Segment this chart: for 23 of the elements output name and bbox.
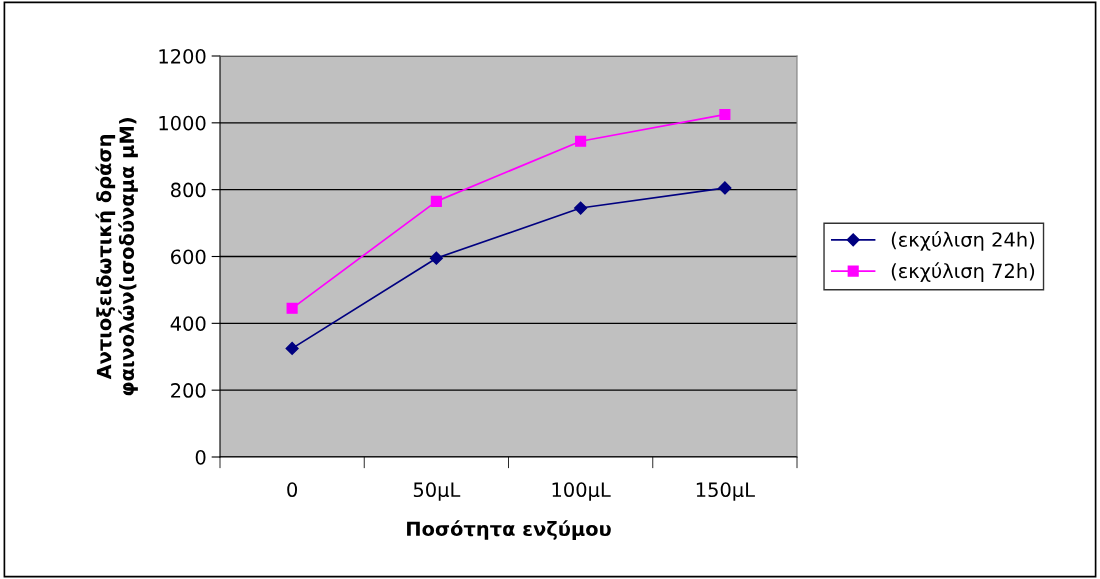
y-tick-label: 600 xyxy=(171,249,206,265)
point xyxy=(719,108,731,121)
x-tick-label: 150μL xyxy=(696,482,755,501)
x-tick-label: 50μL xyxy=(413,482,461,501)
point xyxy=(575,135,587,147)
y-tick-label: 200 xyxy=(171,383,206,398)
y-tick-label: 1200 xyxy=(159,48,206,64)
y-tick-label: 0 xyxy=(195,449,206,465)
x-axis-title: Ποσότητα ενζύμου xyxy=(407,520,611,540)
x-tick-label: 0 xyxy=(287,482,298,498)
x-tick-label: 100μL xyxy=(552,482,611,501)
y-axis-title: Αντιοξειδωτική δράση φαινολών(ισοδύναμα μM) xyxy=(95,118,138,396)
point xyxy=(286,302,298,314)
point xyxy=(285,341,299,355)
y-tick-label: 400 xyxy=(170,316,206,331)
point xyxy=(718,181,732,195)
point xyxy=(574,201,588,215)
y-tick-label: 1000 xyxy=(159,115,206,131)
point xyxy=(430,195,442,207)
point xyxy=(429,251,443,265)
legend-label: (εκχύλιση 72h) xyxy=(891,262,1035,282)
legend-label: (εκχύλιση 24h) xyxy=(891,231,1035,251)
y-tick-label: 800 xyxy=(171,182,206,198)
